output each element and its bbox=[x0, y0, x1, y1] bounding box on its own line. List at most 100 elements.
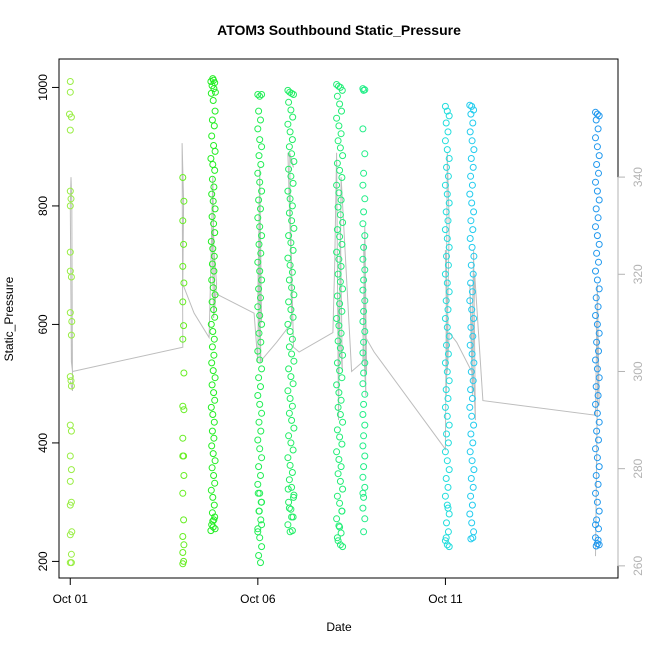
data-point bbox=[208, 298, 216, 306]
data-point bbox=[209, 411, 217, 418]
data-point bbox=[593, 143, 601, 151]
data-point bbox=[334, 203, 342, 211]
data-point bbox=[468, 181, 476, 189]
data-point bbox=[180, 406, 188, 414]
data-point bbox=[445, 112, 453, 120]
data-point bbox=[208, 442, 216, 450]
data-point bbox=[444, 128, 452, 136]
data-point bbox=[179, 298, 187, 306]
data-point bbox=[442, 119, 450, 127]
data-point bbox=[359, 380, 367, 388]
data-point bbox=[443, 412, 451, 420]
data-point bbox=[335, 255, 343, 263]
data-point bbox=[258, 91, 266, 98]
data-point bbox=[441, 270, 449, 278]
data-point bbox=[444, 261, 452, 269]
data-point bbox=[593, 187, 601, 195]
y-tick-label: 800 bbox=[36, 196, 50, 216]
data-point bbox=[445, 199, 453, 207]
data-point bbox=[338, 107, 345, 115]
data-point bbox=[256, 356, 264, 364]
data-point bbox=[441, 181, 449, 189]
data-point bbox=[593, 409, 601, 417]
data-point bbox=[256, 400, 264, 408]
data-point bbox=[257, 472, 264, 479]
axes: 200 400 600 800 1000 Oct 01 Oct 06 Oct 11 260 280… bbox=[36, 58, 645, 606]
data-point bbox=[466, 235, 474, 242]
data-point bbox=[286, 395, 294, 402]
data-point bbox=[593, 232, 601, 240]
data-point bbox=[208, 276, 216, 284]
data-point bbox=[288, 217, 296, 225]
data-point bbox=[333, 534, 341, 542]
data-point bbox=[258, 454, 266, 462]
data-point bbox=[593, 427, 601, 435]
data-point bbox=[258, 320, 266, 328]
data-point bbox=[335, 389, 343, 397]
data-point bbox=[288, 150, 296, 158]
data-point bbox=[256, 267, 264, 275]
data-point bbox=[256, 312, 264, 319]
data-point bbox=[336, 278, 344, 286]
data-point bbox=[257, 383, 264, 391]
data-point bbox=[66, 531, 74, 539]
data-point bbox=[359, 489, 367, 497]
data-point bbox=[360, 493, 368, 501]
data-point bbox=[210, 122, 218, 130]
data-point bbox=[445, 421, 453, 429]
data-point bbox=[334, 137, 342, 145]
data-point bbox=[334, 337, 342, 345]
data-point bbox=[468, 306, 476, 314]
data-point bbox=[466, 190, 474, 198]
data-point bbox=[466, 297, 474, 305]
data-point bbox=[285, 209, 293, 217]
data-point bbox=[258, 232, 266, 240]
data-point bbox=[211, 457, 219, 465]
data-point bbox=[338, 240, 346, 248]
data-point bbox=[257, 294, 264, 302]
data-point bbox=[67, 113, 75, 121]
data-point bbox=[468, 350, 476, 358]
data-point bbox=[289, 313, 297, 321]
data-point bbox=[211, 396, 219, 404]
data-point bbox=[256, 92, 264, 100]
data-point bbox=[336, 344, 344, 352]
data-point bbox=[257, 559, 264, 567]
data-point bbox=[254, 347, 262, 355]
data-point bbox=[444, 306, 452, 314]
data-point bbox=[468, 199, 476, 207]
data-point bbox=[207, 238, 215, 245]
data-point bbox=[334, 270, 342, 278]
data-point bbox=[467, 368, 475, 376]
data-point bbox=[469, 163, 477, 171]
data-point bbox=[595, 418, 603, 426]
data-point bbox=[595, 463, 603, 471]
data-point bbox=[337, 396, 345, 404]
data-point bbox=[441, 359, 449, 367]
data-point bbox=[594, 125, 602, 133]
data-point bbox=[255, 107, 263, 115]
data-point bbox=[336, 144, 344, 152]
data-point bbox=[179, 452, 187, 460]
point-series bbox=[66, 75, 603, 568]
data-point bbox=[66, 373, 74, 381]
data-point bbox=[207, 320, 215, 328]
data-point bbox=[359, 181, 367, 189]
data-point bbox=[208, 260, 216, 268]
data-point bbox=[593, 161, 601, 168]
data-point bbox=[336, 499, 344, 507]
data-point bbox=[470, 146, 478, 154]
y-tick-label: 600 bbox=[36, 314, 50, 334]
data-point bbox=[67, 427, 75, 435]
data-point bbox=[209, 367, 217, 375]
data-point bbox=[288, 284, 296, 292]
data-point bbox=[66, 126, 74, 134]
data-point bbox=[469, 226, 477, 234]
data-point bbox=[66, 202, 74, 210]
data-point bbox=[180, 322, 188, 330]
data-point bbox=[287, 306, 295, 314]
data-point bbox=[468, 457, 476, 465]
data-point bbox=[359, 504, 367, 512]
data-point bbox=[210, 220, 218, 228]
data-point bbox=[285, 143, 293, 151]
